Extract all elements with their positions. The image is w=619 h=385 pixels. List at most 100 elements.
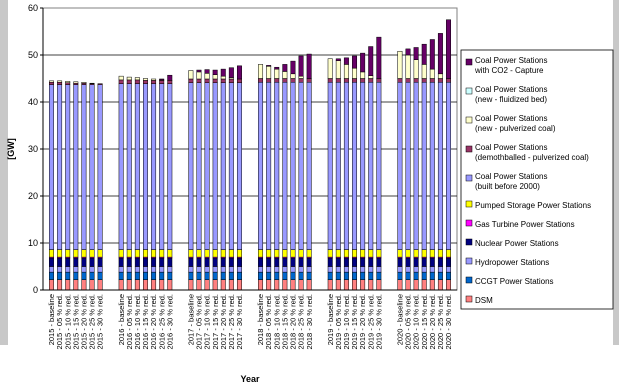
bar-segment	[335, 266, 341, 273]
bar-segment	[290, 73, 296, 79]
bar-segment	[167, 257, 173, 267]
legend-swatch	[465, 145, 473, 153]
bar-segment	[282, 71, 288, 79]
legend-entry: Coal Power Stations	[475, 56, 547, 65]
bar-segment	[220, 279, 226, 291]
bar-segment	[204, 271, 210, 280]
bar-segment	[220, 78, 226, 83]
x-tick-label: 2015 - 15 % red.	[71, 294, 80, 349]
bar-segment	[421, 78, 427, 83]
bar-segment	[159, 83, 165, 250]
bar-segment	[282, 78, 288, 83]
bar-segment	[143, 271, 148, 280]
bar-segment	[49, 80, 54, 83]
bar-segment	[352, 279, 358, 291]
x-tick-label: 2020 - 10 % red.	[412, 294, 421, 349]
bar-segment	[57, 279, 63, 291]
bar-segment	[196, 69, 202, 73]
bar-segment	[368, 271, 374, 280]
bar-segment	[236, 266, 242, 273]
bar-segment	[266, 78, 272, 83]
bar-segment	[437, 78, 443, 83]
x-tick-label: 2015 - 05 % red.	[55, 294, 64, 349]
bar-segment	[429, 257, 435, 267]
legend-swatch	[465, 276, 473, 284]
bar-segment	[196, 249, 202, 258]
bar-segment	[134, 271, 140, 280]
bar-segment	[236, 271, 242, 280]
bar-segment	[65, 271, 71, 280]
bar-segment	[376, 257, 382, 267]
bar-segment	[196, 71, 202, 80]
bar-segment	[118, 79, 124, 84]
bar-segment	[228, 257, 234, 267]
bar-segment	[446, 249, 452, 258]
bar-segment	[220, 271, 226, 280]
x-tick-label: 2018 - 15 % red.	[280, 294, 289, 349]
x-tick-label: 2019 - 05 % red.	[334, 294, 343, 349]
bar-segment	[196, 78, 202, 83]
x-tick-label: 2017 - 05 % red.	[195, 294, 204, 349]
bar-segment	[97, 249, 103, 258]
bar-segment	[327, 257, 333, 267]
bar-segment	[212, 74, 218, 80]
bar-segment	[446, 257, 452, 267]
bar-segment	[134, 266, 140, 273]
bar-segment	[49, 266, 54, 273]
bar-segment	[446, 82, 452, 250]
x-tick-label: 2018 - baseline	[256, 294, 265, 345]
bar-segment	[282, 257, 288, 267]
x-tick-label: 2017 - baseline	[186, 294, 195, 345]
legend-swatch	[465, 87, 473, 95]
bar-segment	[49, 84, 54, 250]
bar-segment	[298, 266, 304, 273]
bar-segment	[327, 78, 333, 83]
x-tick-label: 2018 - 05 % red.	[264, 294, 273, 349]
bar-segment	[204, 279, 210, 291]
legend-swatch	[465, 174, 473, 182]
x-tick-label: 2017 - 20 % red.	[219, 294, 228, 349]
bar-segment	[274, 78, 280, 83]
bar-segment	[290, 266, 296, 273]
bar-segment	[81, 257, 87, 267]
bar-segment	[368, 279, 374, 291]
x-tick-label: 2018 - 20 % red.	[289, 294, 298, 349]
bar-segment	[429, 39, 435, 70]
bar-segment	[421, 43, 427, 65]
x-tick-label: 2020 - 30 % red.	[444, 294, 453, 349]
bar-segment	[421, 266, 427, 273]
bar-segment	[258, 64, 264, 79]
x-tick-label: 2016 - 30 % red.	[165, 294, 174, 349]
bar-segment	[335, 279, 341, 291]
bar-segment	[258, 271, 264, 280]
bar-segment	[228, 82, 234, 250]
bar-segment	[368, 257, 374, 267]
bar-segment	[266, 257, 272, 267]
bar-segment	[73, 81, 79, 84]
bar-segment	[397, 257, 403, 267]
bar-segment	[306, 53, 312, 79]
y-tick-label: 50	[28, 50, 38, 60]
bar-segment	[413, 266, 419, 273]
bar-segment	[212, 78, 218, 83]
bar-segment	[368, 78, 374, 83]
bar-segment	[360, 52, 366, 73]
bar-segment	[134, 83, 140, 250]
y-tick-label: 20	[28, 191, 38, 201]
bar-segment	[258, 82, 264, 250]
bar-segment	[126, 257, 132, 267]
bar-segment	[405, 249, 411, 258]
bar-segment	[437, 271, 443, 280]
bar-segment	[220, 257, 226, 267]
bar-segment	[212, 257, 218, 267]
bar-segment	[159, 80, 165, 84]
y-tick-label: 0	[33, 285, 38, 295]
y-tick-label: 40	[28, 97, 38, 107]
bar-segment	[57, 249, 63, 258]
legend-entry: Hydropower Stations	[475, 258, 549, 267]
bar-segment	[413, 249, 419, 258]
x-tick-label: 2017 - 10 % red.	[203, 294, 212, 349]
bar-segment	[429, 249, 435, 258]
bar-segment	[266, 82, 272, 250]
bar-segment	[405, 257, 411, 267]
